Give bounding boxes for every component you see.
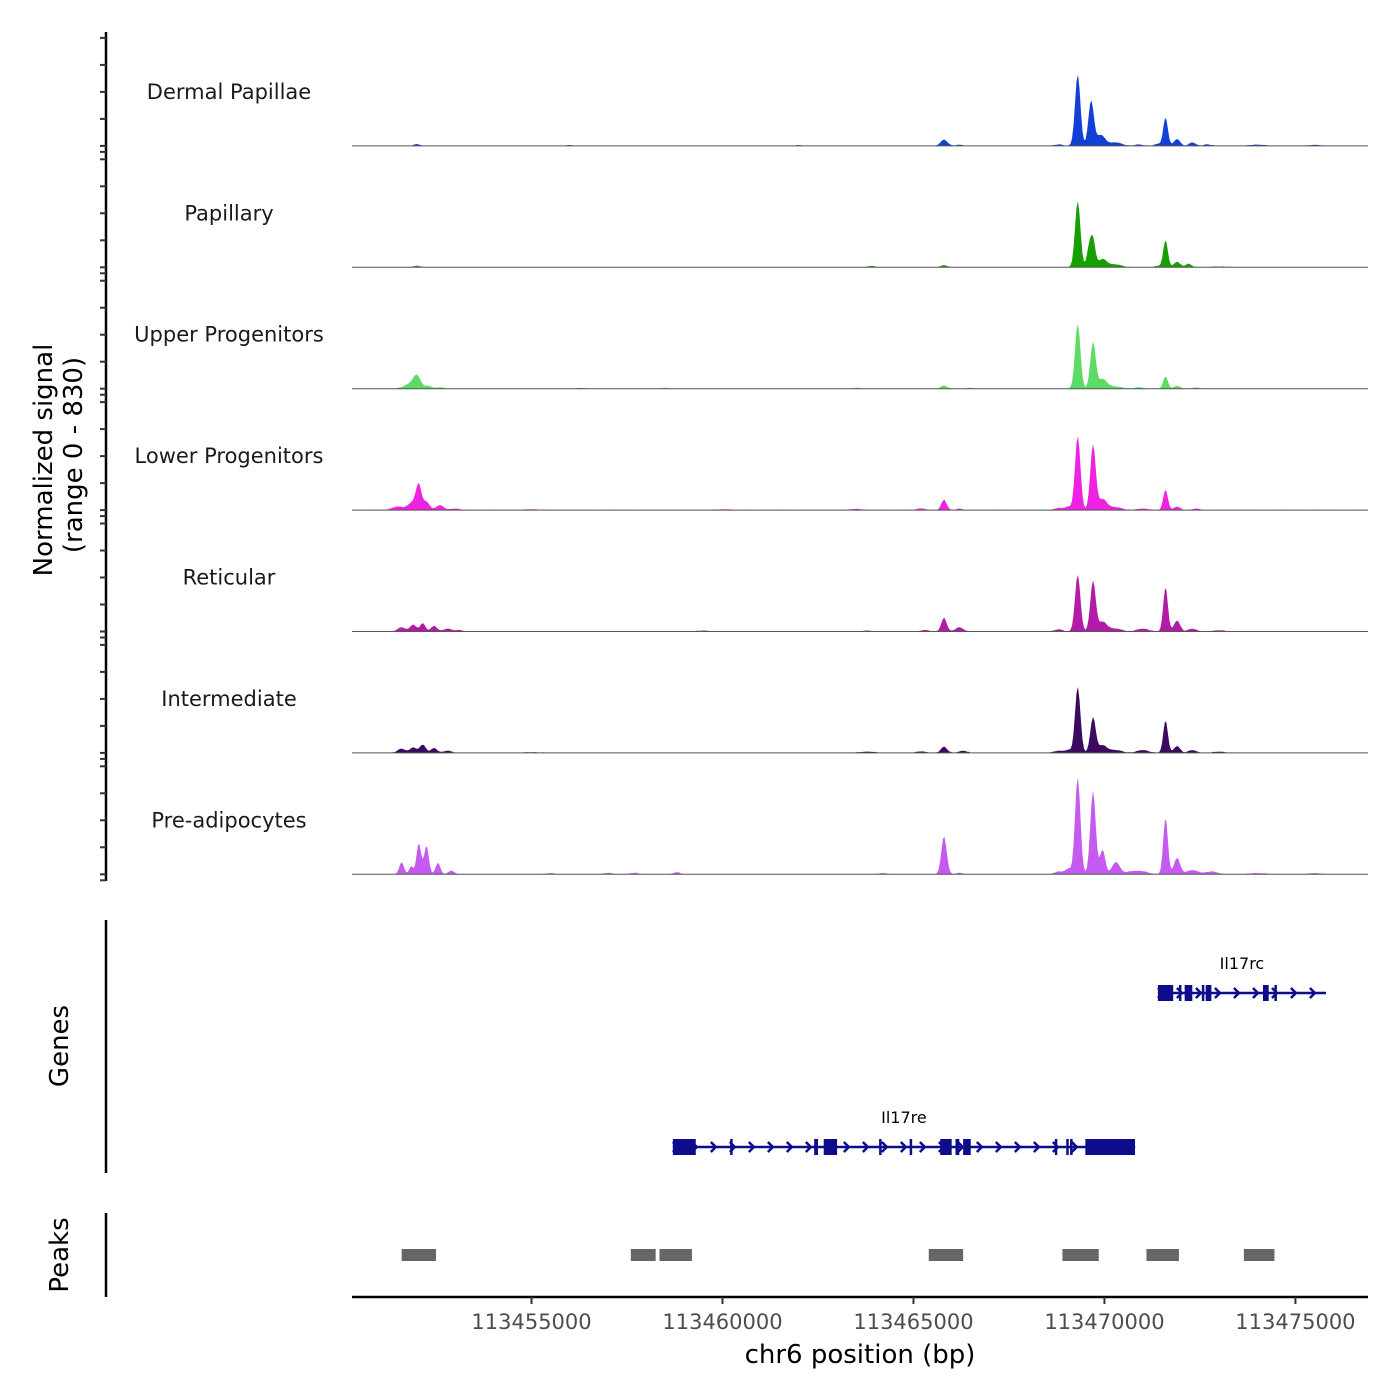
- strand-arrow: [918, 1141, 927, 1153]
- strand-arrow: [1070, 1141, 1079, 1153]
- strand-arrow: [1252, 987, 1260, 999]
- genes-panel: Il17rc Il17re: [671, 954, 1326, 1155]
- x-tick-label: 113460000: [662, 1310, 782, 1334]
- strand-arrow: [1032, 1141, 1041, 1153]
- gene-label: Il17re: [881, 1108, 927, 1127]
- x-tick-label: 113465000: [853, 1310, 973, 1334]
- coverage-tracks: Dermal Papillae Papillary Upper Progenitor…: [134, 74, 1368, 875]
- gene-il17rc: Il17rc: [1157, 954, 1326, 1001]
- signal-area: [352, 74, 1368, 146]
- gene-exon: [963, 1139, 971, 1155]
- x-axis-title: chr6 position (bp): [745, 1340, 976, 1370]
- x-tick-label: 113470000: [1044, 1310, 1164, 1334]
- gene-exon: [909, 1139, 913, 1155]
- track-reticular: Reticular: [183, 566, 1368, 632]
- y-axis-title-line1: Normalized signal: [29, 344, 59, 577]
- peak-region: [401, 1249, 437, 1261]
- strand-arrow: [880, 1141, 889, 1153]
- gene-exon: [940, 1139, 952, 1155]
- signal-area: [352, 686, 1368, 753]
- x-axis-ticks: 113455000 113460000 113465000 113470000 1134…: [471, 1297, 1356, 1334]
- peaks-panel-title: Peaks: [45, 1217, 75, 1292]
- peak-region: [928, 1249, 964, 1261]
- signal-area: [352, 324, 1368, 389]
- track-label: Lower Progenitors: [135, 444, 324, 468]
- strand-arrow: [1214, 987, 1222, 999]
- signal-area: [352, 201, 1368, 268]
- strand-arrow: [1051, 1141, 1060, 1153]
- gene-exon: [1205, 985, 1212, 1001]
- strand-arrow: [747, 1141, 756, 1153]
- track-label: Intermediate: [161, 687, 297, 711]
- gene-exon: [955, 1139, 960, 1155]
- peak-region: [1062, 1249, 1099, 1261]
- strand-arrow: [899, 1141, 908, 1153]
- track-papillary: Papillary: [184, 201, 1368, 268]
- gene-label: Il17rc: [1220, 954, 1265, 973]
- strand-arrow: [1013, 1141, 1022, 1153]
- strand-arrow: [956, 1141, 965, 1153]
- strand-arrow: [766, 1141, 775, 1153]
- strand-arrow: [1309, 987, 1317, 999]
- gene-exon: [823, 1139, 838, 1155]
- track-upper-progenitors: Upper Progenitors: [134, 323, 1368, 390]
- gene-exon: [1085, 1139, 1136, 1155]
- strand-arrow: [975, 1141, 984, 1153]
- strand-arrow: [1233, 987, 1241, 999]
- gene-exon: [1054, 1139, 1058, 1155]
- gene-exon: [814, 1139, 818, 1155]
- strand-arrow: [994, 1141, 1003, 1153]
- strand-arrow: [1176, 987, 1184, 999]
- strand-arrow: [785, 1141, 794, 1153]
- peak-region: [1243, 1249, 1275, 1261]
- gene-exon: [1184, 985, 1193, 1001]
- gene-exon: [1201, 985, 1205, 1001]
- gene-il17re: Il17re: [671, 1108, 1136, 1155]
- track-intermediate: Intermediate: [161, 686, 1368, 754]
- peaks-panel: [401, 1249, 1275, 1261]
- gene-exon: [730, 1139, 733, 1155]
- strand-arrow: [804, 1141, 813, 1153]
- strand-arrow: [842, 1141, 851, 1153]
- gene-exon: [1157, 985, 1174, 1001]
- gene-exon: [1178, 985, 1182, 1001]
- x-tick-label: 113475000: [1235, 1310, 1355, 1334]
- track-lower-progenitors: Lower Progenitors: [135, 436, 1368, 511]
- track-label: Reticular: [183, 566, 276, 590]
- gene-exon: [879, 1139, 882, 1155]
- gene-exon: [672, 1139, 696, 1155]
- strand-arrow: [709, 1141, 718, 1153]
- strand-arrow: [1195, 987, 1203, 999]
- signal-y-axis: [100, 32, 108, 882]
- peak-region: [659, 1249, 692, 1261]
- signal-area: [352, 436, 1368, 511]
- genes-panel-title: Genes: [45, 1005, 75, 1087]
- track-pre-adipocytes: Pre-adipocytes: [151, 777, 1368, 875]
- track-dermal-papillae: Dermal Papillae: [147, 74, 1368, 147]
- gene-exon: [1274, 985, 1277, 1001]
- gene-exon: [1066, 1139, 1069, 1155]
- y-axis-title-line2: (range 0 - 830): [59, 357, 89, 553]
- track-label: Pre-adipocytes: [151, 808, 306, 832]
- track-label: Dermal Papillae: [147, 80, 311, 104]
- track-label: Upper Progenitors: [134, 323, 324, 347]
- gene-exon: [1262, 985, 1269, 1001]
- peak-region: [1146, 1249, 1179, 1261]
- peak-region: [630, 1249, 656, 1261]
- track-label: Papillary: [184, 201, 273, 225]
- x-tick-label: 113455000: [471, 1310, 591, 1334]
- strand-arrow: [861, 1141, 870, 1153]
- signal-area: [352, 777, 1368, 875]
- strand-arrow: [1290, 987, 1298, 999]
- signal-area: [352, 574, 1368, 632]
- gene-exon: [1070, 1139, 1073, 1155]
